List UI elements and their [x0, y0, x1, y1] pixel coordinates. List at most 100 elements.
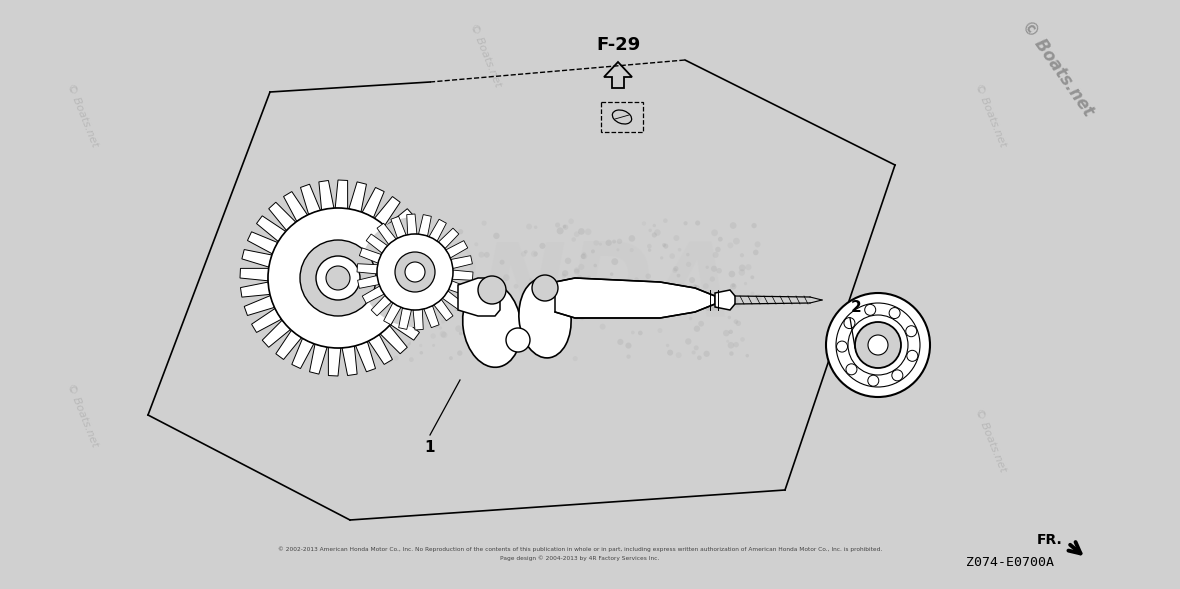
Circle shape: [612, 240, 616, 243]
Circle shape: [739, 264, 746, 271]
Circle shape: [837, 341, 847, 352]
Text: Z074-E0700A: Z074-E0700A: [966, 557, 1054, 570]
Circle shape: [389, 312, 393, 316]
Circle shape: [283, 284, 287, 287]
Circle shape: [379, 344, 382, 348]
Circle shape: [663, 243, 668, 249]
Circle shape: [622, 310, 625, 314]
Circle shape: [686, 253, 689, 256]
Circle shape: [681, 283, 684, 287]
Circle shape: [303, 257, 307, 261]
Circle shape: [664, 309, 670, 316]
Circle shape: [491, 289, 497, 294]
Circle shape: [289, 352, 295, 358]
Circle shape: [466, 332, 471, 336]
Circle shape: [401, 282, 407, 287]
Circle shape: [375, 219, 382, 225]
Circle shape: [454, 306, 459, 311]
Circle shape: [412, 293, 418, 299]
Circle shape: [569, 219, 573, 224]
Circle shape: [424, 231, 428, 236]
Circle shape: [284, 346, 290, 353]
Circle shape: [407, 329, 412, 334]
Circle shape: [242, 182, 434, 374]
Circle shape: [337, 346, 342, 352]
Polygon shape: [439, 228, 459, 249]
Circle shape: [467, 304, 473, 310]
Circle shape: [480, 322, 484, 325]
Circle shape: [432, 344, 435, 347]
Circle shape: [715, 247, 721, 252]
Circle shape: [450, 258, 455, 264]
Circle shape: [478, 252, 485, 258]
Circle shape: [716, 268, 722, 273]
Circle shape: [384, 244, 388, 249]
Circle shape: [703, 350, 709, 357]
Polygon shape: [251, 309, 281, 332]
Circle shape: [484, 252, 490, 258]
Circle shape: [676, 352, 682, 358]
Circle shape: [506, 328, 530, 352]
Circle shape: [426, 263, 432, 269]
Circle shape: [327, 343, 333, 349]
Text: © Boats.net: © Boats.net: [1018, 16, 1097, 120]
Circle shape: [529, 278, 532, 282]
Circle shape: [733, 238, 740, 244]
Circle shape: [648, 249, 651, 252]
Polygon shape: [328, 348, 341, 376]
Circle shape: [562, 274, 566, 278]
Circle shape: [617, 239, 622, 244]
Circle shape: [317, 249, 321, 253]
Circle shape: [581, 254, 585, 259]
Circle shape: [533, 252, 538, 256]
Circle shape: [740, 337, 745, 342]
Circle shape: [557, 227, 564, 234]
Text: © Boats.net: © Boats.net: [972, 407, 1008, 474]
Circle shape: [728, 271, 735, 277]
Circle shape: [283, 228, 288, 233]
Circle shape: [630, 248, 634, 252]
Circle shape: [366, 257, 373, 263]
Circle shape: [699, 321, 704, 327]
Circle shape: [856, 322, 902, 368]
Circle shape: [280, 331, 286, 337]
Circle shape: [518, 300, 524, 306]
Circle shape: [465, 256, 468, 260]
Circle shape: [660, 256, 663, 260]
Circle shape: [439, 326, 442, 330]
Circle shape: [531, 321, 535, 324]
Circle shape: [335, 282, 340, 287]
Polygon shape: [342, 346, 358, 376]
Circle shape: [474, 242, 478, 246]
Circle shape: [577, 275, 582, 280]
Circle shape: [294, 229, 297, 233]
Circle shape: [268, 208, 408, 348]
Circle shape: [441, 319, 445, 323]
Circle shape: [536, 346, 540, 351]
Circle shape: [455, 325, 461, 332]
Circle shape: [420, 351, 424, 355]
Circle shape: [384, 352, 391, 358]
Circle shape: [549, 283, 556, 290]
Circle shape: [365, 252, 368, 255]
Circle shape: [697, 355, 702, 360]
Circle shape: [341, 221, 347, 227]
Circle shape: [674, 235, 680, 241]
Circle shape: [725, 296, 728, 300]
Circle shape: [280, 257, 287, 264]
Circle shape: [695, 220, 700, 226]
Polygon shape: [283, 191, 308, 221]
Circle shape: [288, 263, 291, 267]
Circle shape: [293, 349, 297, 353]
Circle shape: [380, 222, 385, 227]
Circle shape: [348, 348, 353, 352]
Circle shape: [405, 252, 409, 256]
Circle shape: [663, 219, 668, 223]
Circle shape: [348, 274, 355, 282]
Circle shape: [499, 350, 504, 355]
Circle shape: [302, 292, 308, 297]
Circle shape: [396, 240, 400, 244]
Circle shape: [573, 269, 579, 274]
Polygon shape: [394, 224, 425, 247]
Circle shape: [754, 241, 761, 247]
